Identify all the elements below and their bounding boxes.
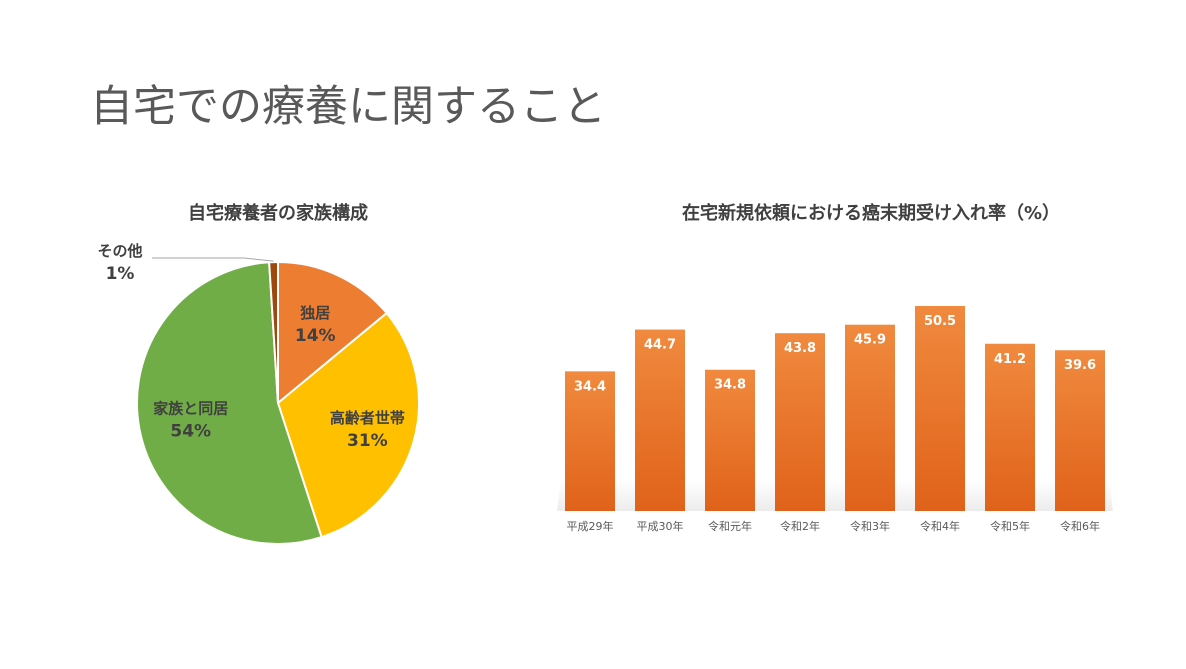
bar-category-label-r5: 令和5年 xyxy=(990,519,1030,533)
bar-r5 xyxy=(985,343,1035,511)
bar-value-label-h30: 44.7 xyxy=(644,338,676,353)
bar-category-label-r2: 令和2年 xyxy=(780,519,820,533)
pie-pct-single: 14% xyxy=(295,326,336,346)
bar-r1 xyxy=(705,369,755,511)
pie-label-elderly-household: 高齢者世帯 xyxy=(330,409,405,427)
pie-chart-title: 自宅療養者の家族構成 xyxy=(188,203,368,224)
pie-leader-line-other xyxy=(152,257,274,262)
bar-chart-title: 在宅新規依頼における癌末期受け入れ率（%） xyxy=(681,203,1061,224)
bar-value-label-r3: 45.9 xyxy=(854,333,886,348)
bar-chart: 34.4 平成29年 44.7 平成30年 34.8 令和元年 43.8 令和2年 45.9 令和… xyxy=(557,306,1113,533)
pie-slice-elderly-household xyxy=(276,311,420,539)
pie-pct-living-with-family: 54% xyxy=(170,422,211,442)
pie-slice-living-with-family xyxy=(136,261,323,545)
bar-value-label-h29: 34.4 xyxy=(574,379,606,394)
pie-pct-elderly-household: 31% xyxy=(347,431,388,451)
bar-category-label-h29: 平成29年 xyxy=(567,519,614,533)
bar-category-label-r4: 令和4年 xyxy=(920,519,960,533)
bar-value-label-r6: 39.6 xyxy=(1064,358,1096,373)
bar-value-label-r1: 34.8 xyxy=(714,378,746,393)
bar-r3 xyxy=(845,324,895,511)
pie-chart: 独居 14% 高齢者世帯 31% 家族と同居 54% その他 1% xyxy=(97,242,420,545)
bar-value-label-r2: 43.8 xyxy=(784,341,816,356)
bar-category-label-r6: 令和6年 xyxy=(1060,519,1100,533)
slide-title: 自宅での療養に関すること xyxy=(90,82,606,132)
bar-r6 xyxy=(1055,350,1105,511)
bar-category-label-r1: 令和元年 xyxy=(708,519,752,533)
bar-value-label-r5: 41.2 xyxy=(994,352,1026,367)
bar-r4 xyxy=(915,306,965,511)
bar-h30 xyxy=(635,329,685,511)
bar-h29 xyxy=(565,371,615,511)
bar-value-label-r4: 50.5 xyxy=(924,314,956,329)
pie-slice-other xyxy=(268,260,279,404)
pie-label-living-with-family: 家族と同居 xyxy=(153,400,228,418)
bar-floor-shadow xyxy=(557,479,1113,511)
bar-r2 xyxy=(775,333,825,511)
pie-pct-other: 1% xyxy=(106,264,135,284)
pie-slice-single xyxy=(277,260,389,406)
bar-category-label-r3: 令和3年 xyxy=(850,519,890,533)
bar-category-label-h30: 平成30年 xyxy=(637,519,684,533)
pie-label-single: 独居 xyxy=(300,304,330,322)
pie-label-other: その他 xyxy=(97,242,142,260)
